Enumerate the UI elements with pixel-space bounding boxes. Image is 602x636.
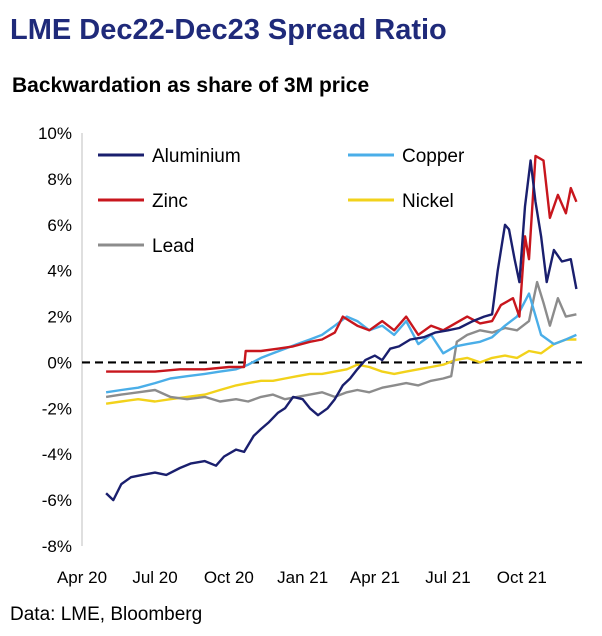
series-line-copper [105, 292, 577, 394]
legend: Aluminium Copper Zinc Nickel Lead [98, 146, 465, 257]
y-tick-label: 2% [47, 308, 72, 327]
data-source: Data: LME, Bloomberg [10, 604, 203, 625]
y-tick-label: 10% [38, 124, 72, 143]
x-tick-label: Jan 21 [277, 568, 328, 587]
legend-label-lead: Lead [152, 236, 194, 257]
chart-title: LME Dec22-Dec23 Spread Ratio [10, 14, 447, 46]
x-tick-label: Apr 21 [350, 568, 400, 587]
x-tick-label: Jul 21 [425, 568, 470, 587]
legend-label-aluminium: Aluminium [152, 146, 241, 167]
y-tick-label: 4% [47, 262, 72, 281]
legend-label-nickel: Nickel [402, 191, 454, 212]
series-line-lead [105, 280, 577, 403]
legend-label-zinc: Zinc [152, 191, 188, 212]
series-line-nickel [105, 338, 577, 405]
series-line-aluminium [105, 159, 578, 502]
chart-axes: 10% 8% 6% 4% 2% 0% -2% -4% -6% -8% Apr 20 Jul 20 Oct… [38, 124, 547, 587]
y-tick-label: -6% [42, 491, 72, 510]
y-tick-label: 6% [47, 216, 72, 235]
y-tick-label: -8% [42, 537, 72, 556]
series-layer [105, 154, 578, 502]
legend-label-copper: Copper [402, 146, 465, 167]
x-tick-label: Jul 20 [132, 568, 177, 587]
x-tick-label: Apr 20 [57, 568, 107, 587]
x-tick-label: Oct 21 [497, 568, 547, 587]
y-tick-label: 8% [47, 170, 72, 189]
series-line-zinc [106, 154, 578, 373]
y-tick-label: 0% [47, 353, 72, 372]
x-tick-label: Oct 20 [204, 568, 254, 587]
y-tick-label: -2% [42, 399, 72, 418]
chart-subtitle: Backwardation as share of 3M price [12, 74, 370, 97]
y-tick-label: -4% [42, 445, 72, 464]
